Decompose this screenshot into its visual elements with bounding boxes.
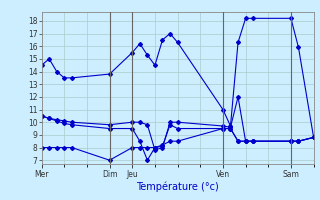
X-axis label: Température (°c): Température (°c) xyxy=(136,181,219,192)
